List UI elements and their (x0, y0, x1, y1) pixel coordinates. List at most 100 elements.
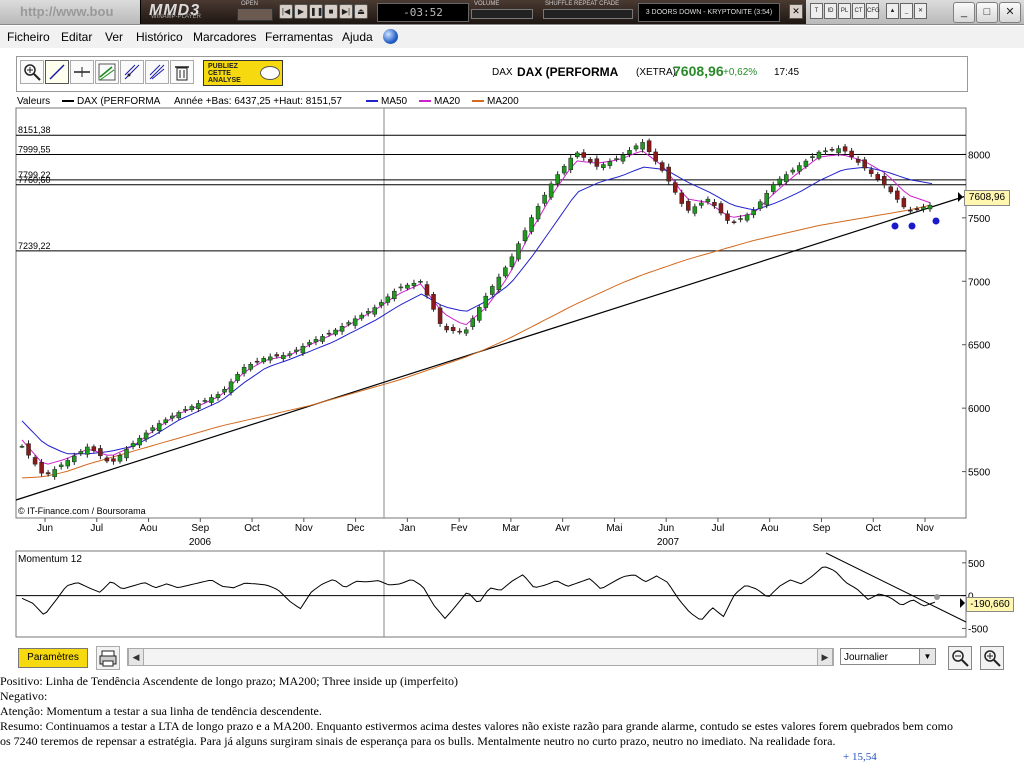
momentum-dot (934, 594, 940, 600)
charts-svg[interactable]: 5500 6000 6500 7000 7500 8000 8151,38 7999,55 77… (0, 0, 1024, 646)
candle-16 (124, 446, 129, 462)
player-close-small-icon[interactable]: ✕ (914, 3, 927, 19)
eject-icon[interactable]: ⏏ (354, 4, 368, 19)
month-label-9: Mar (502, 523, 520, 534)
player-tab-cfg[interactable]: CFG (866, 3, 880, 19)
horizontal-scrollbar[interactable]: ◀ ▶ (127, 648, 856, 666)
channel-tool-icon[interactable] (95, 60, 119, 84)
y-tick-label-5500: 5500 (968, 468, 991, 479)
parameters-button[interactable]: Paramètres (18, 648, 88, 668)
next-icon[interactable]: ▶| (339, 4, 353, 19)
menu-marcadores[interactable]: Marcadores (193, 30, 257, 44)
trendline-tool-icon[interactable] (45, 60, 69, 84)
minimize-button[interactable]: _ (953, 2, 975, 23)
legend-series: DAX (PERFORMA (62, 96, 160, 107)
menu-ajuda[interactable]: Ajuda (342, 30, 373, 44)
pattern-dot-0 (891, 222, 899, 230)
media-player-bar: MMD3 WINAMP-PLAYER OPEN |◀ ▶ ❚❚ ■ ▶| ⏏ -… (140, 0, 806, 24)
candle-5 (52, 466, 57, 480)
candle-114 (764, 190, 769, 209)
candle-98 (659, 160, 665, 173)
candle-111 (744, 212, 750, 223)
candle-117 (784, 171, 789, 185)
scroll-right-icon[interactable]: ▶ (817, 649, 833, 665)
candle-70 (477, 304, 482, 323)
month-label-5: Nov (295, 523, 313, 534)
month-label-10: Avr (555, 523, 570, 534)
player-tab-id[interactable]: ID (824, 3, 837, 19)
candle-7 (65, 457, 70, 469)
candle-10 (85, 443, 90, 458)
player-tab-ct[interactable]: CT (852, 3, 865, 19)
legend-ma200: MA200 (472, 96, 519, 107)
candle-3 (39, 458, 44, 477)
trash-icon[interactable] (170, 60, 194, 84)
candle-65 (444, 323, 449, 333)
analysis-text: Positivo: Linha de Tendência Ascendente … (0, 674, 960, 749)
maximize-button[interactable]: □ (976, 2, 998, 23)
address-bar[interactable]: http://www.bou (20, 4, 114, 19)
momentum-pointer-icon (960, 598, 965, 608)
horizontal-line-tool-icon[interactable] (70, 60, 94, 84)
candle-40 (281, 352, 286, 362)
candle-45 (313, 336, 319, 346)
previous-icon[interactable]: |◀ (279, 4, 293, 19)
candle-61 (418, 279, 423, 284)
candle-123 (823, 147, 828, 155)
legend-ma50: MA50 (366, 96, 407, 107)
play-icon[interactable]: ▶ (294, 4, 308, 19)
chevron-down-icon[interactable]: ▼ (919, 649, 935, 664)
menu-editar[interactable]: Editar (61, 30, 93, 44)
candle-67 (457, 328, 462, 335)
candle-119 (797, 162, 802, 175)
player-tab-pl[interactable]: PL (838, 3, 851, 19)
print-icon[interactable] (96, 646, 120, 670)
candle-72 (490, 284, 495, 297)
globe-icon[interactable] (383, 29, 398, 44)
candle-71 (483, 292, 489, 311)
stop-icon[interactable]: ■ (324, 4, 338, 19)
publish-analysis-button[interactable]: PUBLIEZ CETTE ANALYSE (203, 60, 283, 86)
candle-109 (731, 219, 737, 225)
y-tick-label-8000: 8000 (968, 150, 991, 161)
pause-icon[interactable]: ❚❚ (309, 4, 323, 19)
candle-49 (339, 322, 345, 335)
menu-ficheiro[interactable]: Ficheiro (7, 30, 50, 44)
candle-66 (450, 324, 456, 334)
volume-slider[interactable] (471, 9, 533, 19)
open-button[interactable] (237, 8, 273, 21)
fan-tool-icon[interactable] (145, 60, 169, 84)
series-momentum (21, 566, 936, 620)
player-arrow-up-icon[interactable]: ▲ (886, 3, 899, 19)
zoom-tool-icon[interactable] (20, 60, 44, 84)
candle-106 (712, 199, 717, 209)
close-button[interactable]: ✕ (999, 2, 1021, 23)
menu-ver[interactable]: Ver (105, 30, 124, 44)
seek-slider[interactable] (543, 9, 633, 19)
menu-ferramentas[interactable]: Ferramentas (265, 30, 334, 44)
candle-120 (803, 158, 809, 169)
candle-59 (405, 282, 410, 291)
candle-27 (196, 400, 201, 413)
candle-125 (836, 145, 841, 157)
candle-84 (568, 154, 573, 174)
zoom-in-button[interactable] (980, 646, 1004, 670)
candle-74 (503, 265, 508, 279)
candle-107 (718, 201, 724, 216)
fibonacci-tool-icon[interactable] (120, 60, 144, 84)
analysis-positive: Positivo: Linha de Tendência Ascendente … (0, 674, 458, 688)
player-close-icon[interactable]: ✕ (789, 4, 803, 19)
player-tab-t[interactable]: T (810, 3, 823, 19)
candle-126 (842, 143, 848, 154)
period-select[interactable]: Journalier ▼ (840, 648, 936, 665)
candle-73 (496, 273, 502, 294)
candle-15 (117, 452, 123, 464)
month-label-16: Oct (865, 523, 881, 534)
zoom-out-button[interactable] (948, 646, 972, 670)
scroll-left-icon[interactable]: ◀ (128, 649, 144, 665)
player-minimize-icon[interactable]: _ (900, 3, 913, 19)
candle-2 (32, 455, 38, 467)
menu-historico[interactable]: Histórico (136, 30, 183, 44)
candle-52 (359, 312, 364, 321)
candle-122 (816, 150, 822, 161)
